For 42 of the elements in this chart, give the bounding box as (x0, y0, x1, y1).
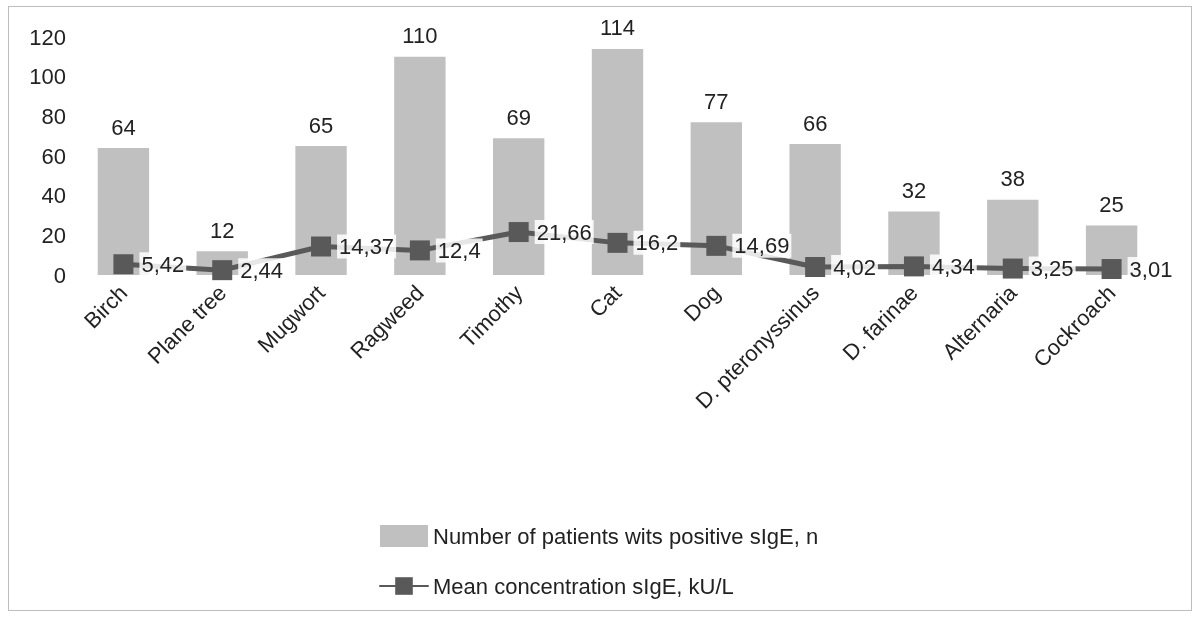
data-label: 66 (802, 110, 828, 136)
data-label: 12,4 (437, 237, 481, 263)
data-label: 38 (1000, 166, 1026, 192)
y-tick-label: 60 (41, 143, 66, 169)
y-tick-label: 0 (53, 262, 66, 288)
data-label: 14,37 (339, 234, 395, 259)
point (508, 222, 529, 243)
y-tick-label: 20 (41, 222, 66, 248)
data-label: 25 (1099, 191, 1124, 217)
data-label: 2,44 (240, 257, 284, 283)
data-label: 110 (402, 23, 438, 49)
y-tick-label: 100 (29, 64, 66, 90)
point (903, 256, 924, 277)
point (409, 240, 430, 261)
data-label: 32 (901, 178, 927, 204)
point (113, 254, 134, 275)
y-tick-label: 120 (29, 24, 66, 50)
data-label: 3,25 (1030, 256, 1074, 282)
point (607, 232, 628, 253)
legend-label: Mean concentration sIgE, kU/L (433, 573, 734, 599)
x-tick-label: Cat (584, 280, 627, 323)
point (805, 257, 826, 278)
point (1101, 259, 1122, 280)
data-label: 14,69 (734, 233, 790, 259)
data-label: 5,42 (141, 251, 185, 277)
data-label: 77 (704, 88, 729, 114)
data-label: 64 (111, 114, 136, 140)
data-label: 4,34 (931, 253, 975, 279)
data-label: 114 (599, 15, 636, 41)
y-tick-label: 40 (41, 183, 66, 209)
data-label: 12 (209, 217, 235, 243)
data-label: 69 (506, 104, 531, 130)
data-label: 21,66 (536, 219, 592, 245)
point (1002, 258, 1023, 279)
legend-label: Number of patients wits positive sIgE, n (433, 523, 819, 549)
point (706, 235, 727, 256)
data-label: 3,01 (1129, 256, 1173, 282)
point (311, 236, 332, 257)
data-label: 65 (308, 112, 334, 138)
y-tick-label: 80 (41, 103, 66, 129)
data-label: 16,2 (635, 230, 679, 256)
data-label: 4,02 (833, 254, 876, 280)
